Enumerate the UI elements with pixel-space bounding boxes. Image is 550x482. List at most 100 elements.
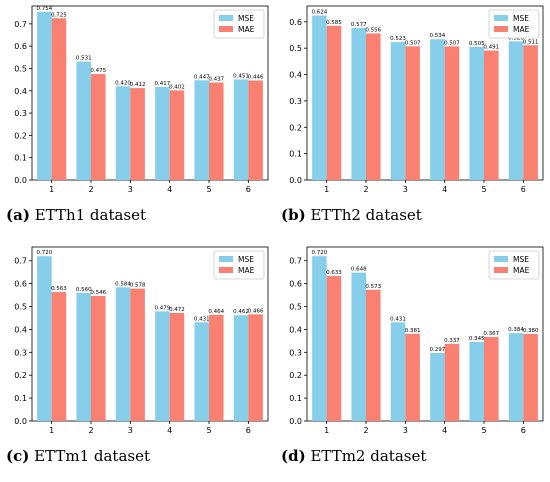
data-label-mse: 0.417 bbox=[155, 81, 171, 87]
panel-label: (a) bbox=[6, 206, 30, 224]
bar-mse bbox=[76, 61, 91, 180]
bar-mse bbox=[351, 27, 366, 180]
data-label-mse: 0.447 bbox=[194, 74, 210, 80]
x-tick-label: 1 bbox=[49, 426, 54, 435]
data-label-mse: 0.345 bbox=[469, 336, 485, 342]
y-tick-label: 0.5 bbox=[14, 64, 27, 73]
chart-panel-a: 0.0 0.1 0.2 0.3 0.4 0.5 0.6 0.7 1 0.754 0.725 2 0.53… bbox=[0, 0, 275, 241]
legend-label: MSE bbox=[513, 14, 529, 23]
bar-mse bbox=[194, 80, 209, 180]
data-label-mse: 0.720 bbox=[37, 250, 53, 256]
chart-panel-c: 0.0 0.1 0.2 0.3 0.4 0.5 0.6 0.7 1 0.720 0.563 2 0.56… bbox=[0, 241, 275, 482]
bar-mae bbox=[51, 292, 67, 421]
x-tick-label: 5 bbox=[481, 185, 486, 194]
x-tick-label: 5 bbox=[206, 185, 211, 194]
data-label-mse: 0.720 bbox=[312, 250, 328, 256]
caption-c: (c) ETTm1 dataset bbox=[6, 447, 150, 465]
data-label-mae: 0.511 bbox=[523, 39, 539, 45]
data-label-mse: 0.560 bbox=[76, 287, 92, 293]
y-tick-label: 0.3 bbox=[14, 109, 27, 118]
y-tick-label: 0.1 bbox=[289, 150, 302, 159]
legend-label: MAE bbox=[513, 266, 530, 275]
bar-mae bbox=[51, 18, 67, 181]
data-label-mse: 0.754 bbox=[37, 6, 53, 12]
legend-label: MSE bbox=[238, 255, 254, 264]
legend-label: MAE bbox=[513, 25, 530, 34]
legend-swatch bbox=[494, 15, 508, 21]
y-tick-label: 0.1 bbox=[14, 154, 27, 163]
legend-swatch bbox=[219, 26, 233, 32]
bar-mae bbox=[169, 90, 185, 180]
bar-mae bbox=[248, 314, 263, 421]
legend-label: MSE bbox=[513, 255, 529, 264]
panel-label: (b) bbox=[281, 206, 306, 224]
x-tick-label: 6 bbox=[246, 185, 251, 194]
y-tick-label: 0.5 bbox=[14, 303, 27, 312]
legend-label: MSE bbox=[238, 14, 254, 23]
x-tick-label: 1 bbox=[324, 185, 329, 194]
bar-chart-ettm1: 0.0 0.1 0.2 0.3 0.4 0.5 0.6 0.7 1 0.720 0.563 2 0.56… bbox=[14, 246, 269, 435]
bar-mse bbox=[115, 287, 131, 421]
data-label-mae: 0.367 bbox=[483, 331, 499, 337]
legend-swatch bbox=[219, 15, 233, 21]
bar-mae bbox=[405, 333, 420, 421]
bar-mae bbox=[209, 82, 224, 180]
bar-mae bbox=[209, 314, 224, 421]
x-tick-label: 4 bbox=[167, 185, 172, 194]
bar-mse bbox=[430, 39, 445, 180]
bar-mse bbox=[430, 353, 445, 421]
y-tick-label: 0.3 bbox=[14, 348, 27, 357]
y-tick-label: 0.7 bbox=[14, 20, 27, 29]
plot-frame bbox=[31, 246, 269, 422]
y-tick-label: 0.6 bbox=[14, 280, 27, 289]
y-tick-label: 0.0 bbox=[14, 176, 27, 185]
data-label-mae: 0.380 bbox=[523, 328, 539, 334]
data-label-mae: 0.578 bbox=[130, 283, 146, 289]
x-tick-label: 5 bbox=[206, 426, 211, 435]
data-label-mae: 0.507 bbox=[444, 40, 460, 46]
x-tick-label: 4 bbox=[442, 185, 447, 194]
data-label-mse: 0.384 bbox=[508, 327, 524, 333]
chart-panel-b: 0.0 0.1 0.2 0.3 0.4 0.5 0.6 1 0.624 0.585 2 0.577 0.… bbox=[275, 0, 550, 241]
bar-mae bbox=[405, 46, 420, 180]
legend-swatch bbox=[219, 256, 233, 262]
bar-mae bbox=[326, 276, 342, 421]
caption-text: ETTm1 dataset bbox=[34, 447, 151, 465]
x-tick-label: 1 bbox=[324, 426, 329, 435]
data-label-mse: 0.420 bbox=[115, 80, 131, 86]
data-label-mae: 0.402 bbox=[169, 84, 185, 90]
legend-swatch bbox=[494, 26, 508, 32]
data-label-mae: 0.472 bbox=[169, 307, 185, 313]
data-label-mae: 0.337 bbox=[444, 338, 460, 344]
y-tick-label: 0.4 bbox=[289, 71, 302, 80]
y-tick-label: 0.4 bbox=[289, 325, 302, 334]
y-tick-label: 0.6 bbox=[289, 18, 302, 27]
y-tick-label: 0.0 bbox=[289, 176, 302, 185]
bar-mae bbox=[444, 46, 460, 180]
y-tick-label: 0.0 bbox=[289, 417, 302, 426]
data-label-mae: 0.491 bbox=[483, 45, 499, 51]
bar-mae bbox=[523, 45, 538, 181]
bar-mse bbox=[312, 256, 327, 421]
data-label-mae: 0.381 bbox=[405, 328, 421, 334]
y-tick-label: 0.4 bbox=[14, 325, 27, 334]
bar-mae bbox=[366, 289, 381, 421]
x-tick-label: 4 bbox=[442, 426, 447, 435]
x-tick-label: 3 bbox=[403, 426, 408, 435]
x-tick-label: 3 bbox=[128, 185, 133, 194]
data-label-mse: 0.523 bbox=[390, 36, 406, 42]
data-label-mse: 0.624 bbox=[312, 9, 328, 15]
x-tick-label: 3 bbox=[403, 185, 408, 194]
caption-text: ETTm2 dataset bbox=[310, 447, 427, 465]
bar-mse bbox=[312, 15, 327, 181]
data-label-mse: 0.297 bbox=[430, 347, 446, 353]
plot-frame bbox=[306, 5, 544, 181]
bar-mse bbox=[233, 79, 249, 180]
y-tick-label: 0.7 bbox=[289, 257, 302, 266]
bar-mse bbox=[155, 311, 170, 421]
data-label-mae: 0.507 bbox=[405, 40, 421, 46]
caption-b: (b) ETTh2 dataset bbox=[281, 206, 422, 224]
bar-mse bbox=[469, 46, 484, 181]
data-label-mae: 0.573 bbox=[365, 284, 381, 290]
